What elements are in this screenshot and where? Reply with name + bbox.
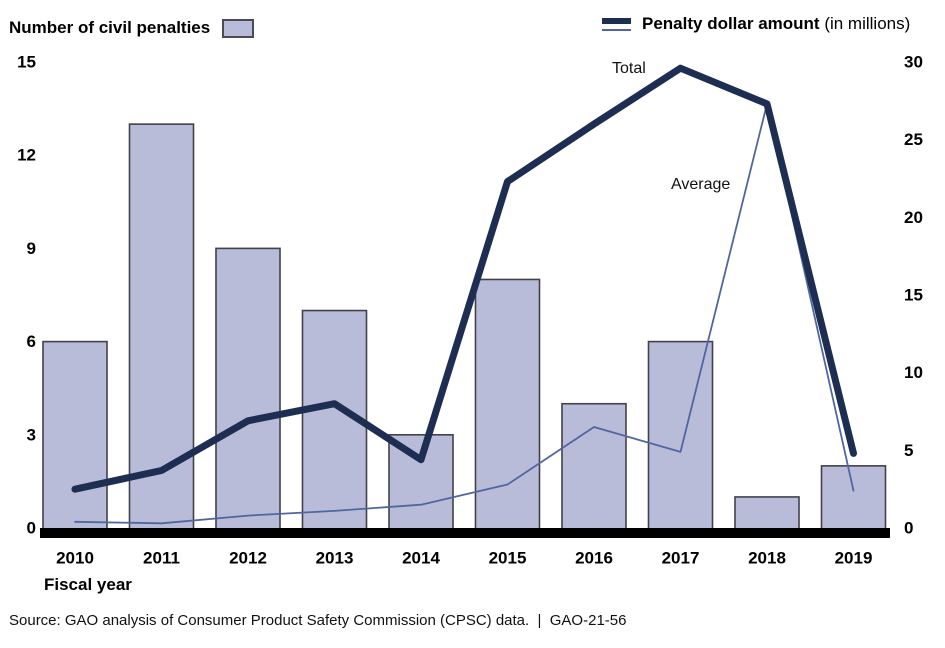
bar-2019 [820, 465, 887, 531]
total-series-label: Total [612, 60, 646, 77]
left-axis-tick-15: 15 [17, 53, 36, 72]
left-axis-tick-3: 3 [27, 425, 36, 444]
year-label-2016: 2016 [575, 549, 613, 568]
bar-2018 [734, 496, 800, 531]
legend-lines-label: Penalty dollar amount (in millions) [642, 14, 911, 33]
year-label-2012: 2012 [229, 549, 267, 568]
bar-2011 [128, 123, 195, 531]
bar-2017 [647, 340, 714, 531]
right-axis-tick-15: 15 [904, 286, 923, 305]
source-note: Source: GAO analysis of Consumer Product… [9, 612, 627, 629]
right-axis-tick-20: 20 [904, 208, 923, 227]
bar-swatch-icon [222, 18, 255, 38]
left-axis-tick-6: 6 [27, 332, 36, 351]
left-axis-tick-9: 9 [27, 239, 36, 258]
right-axis-tick-25: 25 [904, 130, 923, 149]
bar-2012 [215, 247, 281, 531]
average-series-label: Average [671, 176, 731, 193]
year-label-2017: 2017 [662, 549, 700, 568]
x-axis-baseline [40, 528, 890, 538]
year-label-2015: 2015 [489, 549, 527, 568]
bar-2016 [561, 402, 627, 531]
legend-bars-label: Number of civil penalties [9, 18, 211, 37]
left-axis-tick-12: 12 [17, 146, 36, 165]
left-axis-tick-0: 0 [27, 519, 36, 538]
right-axis-tick-10: 10 [904, 363, 923, 382]
x-axis-title: Fiscal year [44, 575, 132, 594]
bar-2015 [474, 278, 541, 531]
bar-2010 [42, 340, 108, 531]
right-axis-tick-30: 30 [904, 53, 923, 72]
total-line-swatch-icon [602, 17, 631, 24]
right-axis-tick-0: 0 [904, 519, 913, 538]
year-label-2018: 2018 [748, 549, 786, 568]
year-label-2014: 2014 [402, 549, 440, 568]
total-penalty-line [71, 64, 857, 493]
year-label-2019: 2019 [835, 549, 873, 568]
average-line-swatch-icon [602, 28, 631, 31]
year-label-2013: 2013 [316, 549, 354, 568]
year-label-2010: 2010 [56, 549, 94, 568]
right-axis-tick-5: 5 [904, 441, 913, 460]
year-label-2011: 2011 [143, 549, 180, 568]
line-swatches [602, 17, 631, 31]
average-penalty-line [74, 103, 855, 525]
legend-lines: Penalty dollar amount (in millions) [602, 14, 910, 34]
legend-bars: Number of civil penalties [9, 18, 255, 38]
